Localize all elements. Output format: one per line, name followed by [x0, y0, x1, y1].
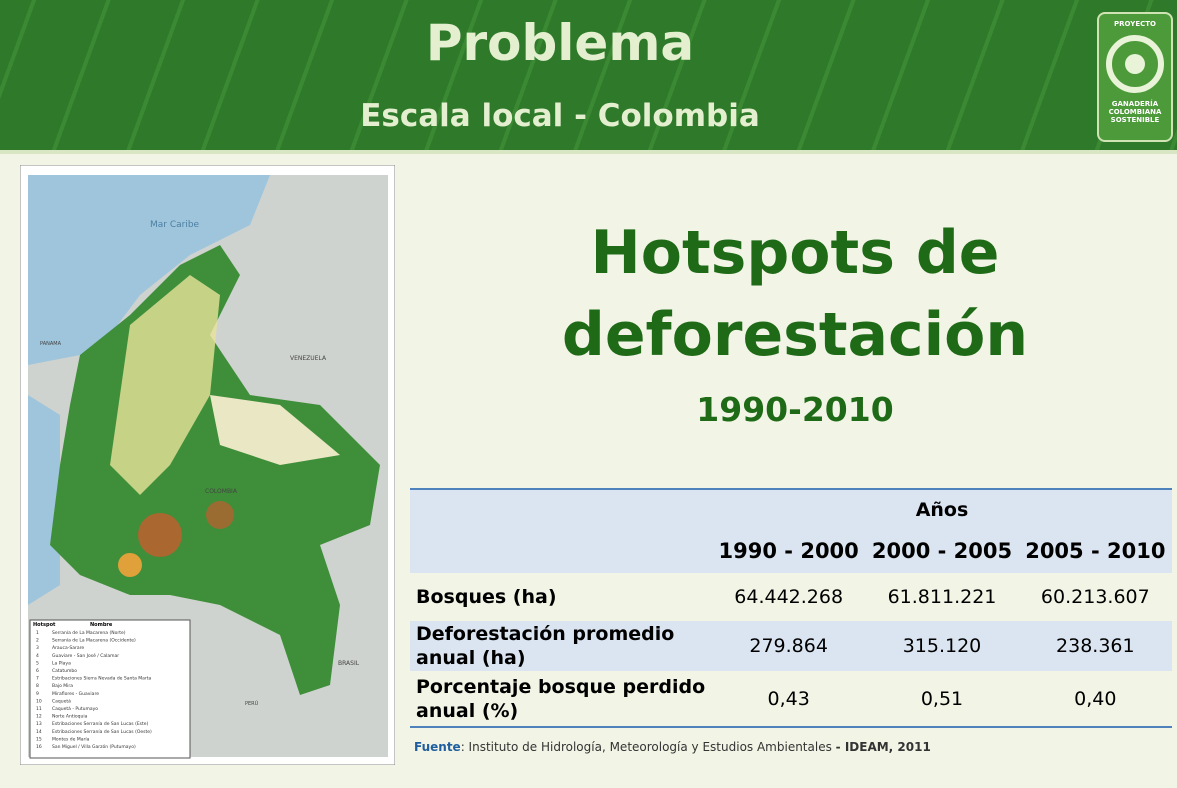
legend-number: 14: [36, 729, 42, 735]
legend-name: Serranía de La Macarena (Norte): [52, 629, 126, 636]
slide: Problema Escala local - Colombia PROYECT…: [0, 0, 1177, 788]
legend-number: 10: [36, 698, 42, 704]
subtitle: Escala local - Colombia: [0, 98, 1120, 134]
table-cell: 0,43: [712, 671, 865, 727]
legend-name: Estribaciones Sierra Nevada de Santa Mar…: [52, 676, 152, 682]
legend-name: La Playa: [52, 660, 71, 666]
table-cell: 61.811.221: [865, 573, 1018, 621]
legend-number: 12: [36, 714, 42, 720]
map: Mar Caribe VENEZUELA COLOMBIA BRASIL PAN…: [20, 165, 395, 765]
header: Problema Escala local - Colombia PROYECT…: [0, 0, 1177, 154]
table-cell: 64.442.268: [712, 573, 865, 621]
table-cell: 0,40: [1019, 671, 1172, 727]
period: 1990-2010: [410, 390, 1177, 429]
source-text: : Instituto de Hidrología, Meteorología …: [461, 740, 836, 754]
column-header: 1990 - 2000: [712, 529, 865, 573]
title: Problema: [0, 14, 1120, 72]
legend-name: Norte Antioquia: [52, 714, 88, 720]
source-label: Fuente: [414, 740, 461, 754]
legend-name: Serranía de La Macarena (Occidente): [52, 637, 136, 644]
map-label: COLOMBIA: [205, 488, 238, 495]
row-label: Bosques (ha): [410, 573, 712, 621]
legend-header: Nombre: [90, 622, 113, 628]
legend-name: Guaviare - San José / Calamar: [52, 652, 119, 659]
logo-bottom: GANADERÍA COLOMBIANA SOSTENIBLE: [1099, 100, 1171, 124]
main-title-2: deforestación: [410, 300, 1177, 370]
table-row: Deforestación promedio anual (ha)279.864…: [410, 621, 1172, 671]
column-header: 2005 - 2010: [1019, 529, 1172, 573]
source: Fuente: Instituto de Hidrología, Meteoro…: [414, 740, 931, 754]
legend-name: Arauca-Sarare: [52, 645, 84, 651]
map-legend: Hotspot Nombre 1 Serranía de La Macarena (N…: [30, 620, 190, 758]
group-header: Años: [712, 489, 1172, 529]
table-cell: 279.864: [712, 621, 865, 671]
map-label: PERÚ: [245, 700, 259, 707]
legend-number: 9: [36, 691, 39, 697]
row-label: Porcentaje bosque perdido anual (%): [410, 671, 712, 727]
legend-name: San Miguel / Villa Garzón (Putumayo): [52, 743, 136, 750]
legend-number: 8: [36, 683, 39, 689]
legend-name: Catatumbo: [52, 668, 77, 674]
legend-number: 16: [36, 744, 42, 750]
legend-name: Montes de María: [52, 735, 90, 742]
legend-number: 11: [36, 706, 42, 712]
legend-number: 4: [36, 653, 39, 659]
map-label: VENEZUELA: [290, 355, 327, 362]
logo: PROYECTO GANADERÍA COLOMBIANA SOSTENIBLE: [1097, 12, 1173, 142]
row-label: Deforestación promedio anual (ha): [410, 621, 712, 671]
table-cell: 60.213.607: [1019, 573, 1172, 621]
legend-name: Estribaciones Serranía de San Lucas (Est…: [52, 720, 149, 727]
legend-number: 15: [36, 736, 42, 742]
map-label: BRASIL: [338, 660, 360, 667]
table-cell: 0,51: [865, 671, 1018, 727]
legend-name: Caquetá - Putumayo: [52, 705, 98, 712]
column-header: 2000 - 2005: [865, 529, 1018, 573]
logo-icon: [1105, 34, 1165, 94]
legend-number: 13: [36, 721, 42, 727]
table-cell: 315.120: [865, 621, 1018, 671]
legend-number: 6: [36, 668, 39, 674]
legend-number: 2: [36, 638, 39, 644]
legend-name: Caquetá: [52, 697, 71, 704]
main-title-1: Hotspots de: [410, 218, 1177, 288]
legend-number: 1: [36, 630, 39, 636]
legend-name: Miraflores - Guaviare: [52, 691, 99, 697]
legend-number: 3: [36, 645, 39, 651]
map-label: Mar Caribe: [150, 220, 200, 230]
legend-name: Bajo Mira: [52, 683, 73, 689]
legend-header: Hotspot: [33, 622, 56, 628]
legend-name: Estribaciones Serranía de San Lucas (Oes…: [52, 728, 152, 735]
logo-top: PROYECTO: [1099, 20, 1171, 28]
legend-number: 5: [36, 660, 39, 666]
table-cell: 238.361: [1019, 621, 1172, 671]
map-label: PANAMA: [40, 341, 62, 347]
legend-number: 7: [36, 676, 39, 682]
source-org: - IDEAM, 2011: [836, 740, 931, 754]
